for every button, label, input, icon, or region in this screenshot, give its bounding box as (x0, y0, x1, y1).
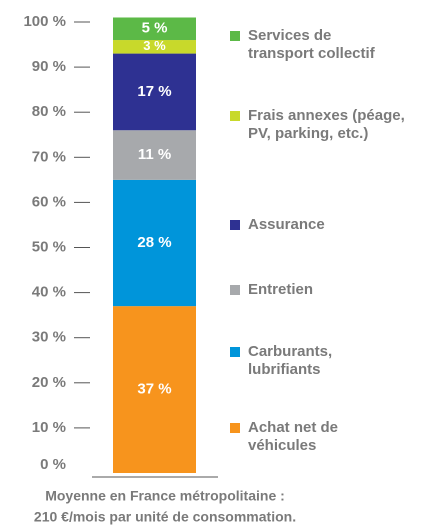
y-tick-label: 40 % (32, 284, 66, 301)
value-label: 5 % (142, 20, 168, 37)
y-tick-label: 50 % (32, 238, 66, 255)
value-label: 17 % (137, 83, 171, 100)
bar-segment (113, 17, 196, 41)
legend-swatch (230, 111, 240, 121)
legend-label: Achat net de véhicules (248, 419, 339, 454)
bar-segment (113, 130, 196, 180)
y-tick-label: 60 % (32, 193, 66, 210)
footnote: Moyenne en France métropolitaine : (45, 488, 285, 504)
value-label: 28 % (137, 234, 171, 251)
legend-swatch (230, 220, 240, 230)
value-label: 11 % (138, 146, 171, 163)
value-label: 37 % (137, 381, 171, 398)
footnote: 210 €/mois par unité de consommation. (34, 509, 296, 525)
bar-segment (113, 179, 196, 307)
legend-swatch (230, 423, 240, 433)
legend-label: Carburants, lubrifiants (248, 343, 333, 378)
y-tick-label: 10 % (32, 419, 66, 436)
y-tick-label: 20 % (32, 374, 66, 391)
y-tick-label: 0 % (40, 456, 66, 473)
legend-swatch (230, 347, 240, 357)
y-tick-label: 100 % (23, 13, 66, 30)
y-tick-label: 80 % (32, 103, 66, 120)
y-tick-label: 30 % (32, 329, 66, 346)
bar-segment (113, 40, 196, 54)
value-label: 3 % (143, 38, 166, 53)
bar-segment (113, 53, 196, 131)
y-tick-label: 90 % (32, 58, 66, 75)
legend-label: Frais annexes (péage, PV, parking, etc.) (248, 107, 405, 142)
legend-label: Assurance (248, 216, 325, 233)
legend-label: Services de transport collectif (248, 27, 375, 62)
legend-swatch (230, 31, 240, 41)
legend-label: Entretien (248, 281, 314, 298)
bar-segment (113, 306, 196, 473)
legend-swatch (230, 285, 240, 295)
y-tick-label: 70 % (32, 148, 66, 165)
